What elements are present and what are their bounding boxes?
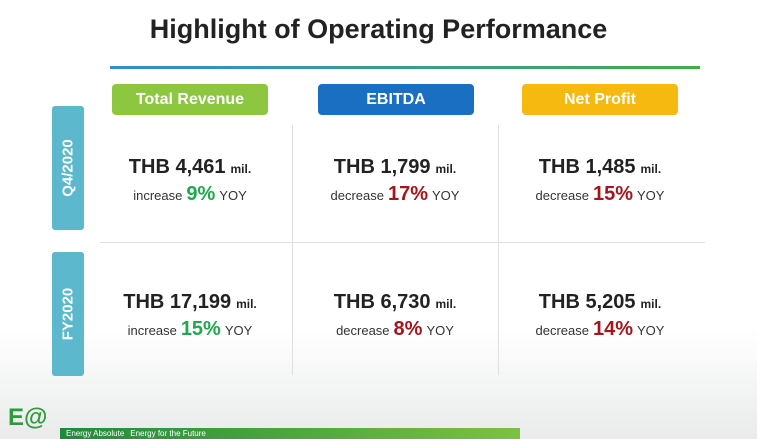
change-line: decrease 8% YOY bbox=[295, 318, 495, 341]
metric-cell: THB 5,205 mil. decrease 14% YOY bbox=[500, 291, 700, 341]
column-header: EBITDA bbox=[318, 84, 474, 115]
divider bbox=[498, 125, 499, 375]
period-label: FY2020 bbox=[59, 287, 77, 341]
suffix: YOY bbox=[637, 188, 665, 203]
unit: mil. bbox=[230, 162, 252, 176]
logo: E@ bbox=[8, 404, 48, 431]
divider bbox=[292, 125, 293, 375]
direction: increase bbox=[127, 323, 177, 338]
footer-bar: Energy Absolute Energy for the Future bbox=[60, 428, 520, 439]
unit: mil. bbox=[640, 297, 662, 311]
metric-cell: THB 4,461 mil. increase 9% YOY bbox=[90, 156, 290, 206]
period-tab: FY2020 bbox=[52, 252, 84, 376]
company: Energy Absolute bbox=[66, 429, 125, 438]
amount-line: THB 5,205 mil. bbox=[500, 291, 700, 314]
percent: 17% bbox=[387, 183, 429, 205]
change-line: decrease 15% YOY bbox=[500, 183, 700, 206]
amount-line: THB 17,199 mil. bbox=[90, 291, 290, 314]
direction: increase bbox=[133, 188, 183, 203]
change-line: increase 15% YOY bbox=[90, 318, 290, 341]
direction: decrease bbox=[535, 188, 589, 203]
amount: THB 1,799 bbox=[333, 156, 431, 178]
amount-line: THB 6,730 mil. bbox=[295, 291, 495, 314]
metric-cell: THB 1,799 mil. decrease 17% YOY bbox=[295, 156, 495, 206]
tagline: Energy for the Future bbox=[130, 429, 206, 438]
suffix: YOY bbox=[224, 323, 253, 338]
amount: THB 6,730 bbox=[333, 291, 431, 313]
metric-cell: THB 1,485 mil. decrease 15% YOY bbox=[500, 156, 700, 206]
amount-line: THB 1,799 mil. bbox=[295, 156, 495, 179]
metric-cell: THB 6,730 mil. decrease 8% YOY bbox=[295, 291, 495, 341]
unit: mil. bbox=[640, 162, 662, 176]
direction: decrease bbox=[336, 323, 390, 338]
amount: THB 4,461 bbox=[128, 156, 226, 178]
percent: 15% bbox=[180, 318, 221, 340]
change-line: increase 9% YOY bbox=[90, 183, 290, 206]
percent: 15% bbox=[592, 183, 634, 205]
period-label: Q4/2020 bbox=[59, 139, 77, 197]
amount: THB 17,199 bbox=[123, 291, 232, 313]
divider bbox=[100, 242, 705, 243]
column-header: Total Revenue bbox=[112, 84, 268, 115]
period-tab: Q4/2020 bbox=[52, 106, 84, 230]
metric-cell: THB 17,199 mil. increase 15% YOY bbox=[90, 291, 290, 341]
amount-line: THB 4,461 mil. bbox=[90, 156, 290, 179]
amount: THB 5,205 bbox=[538, 291, 636, 313]
percent: 8% bbox=[393, 318, 423, 340]
amount-line: THB 1,485 mil. bbox=[500, 156, 700, 179]
unit: mil. bbox=[435, 297, 457, 311]
suffix: YOY bbox=[432, 188, 460, 203]
unit: mil. bbox=[236, 297, 257, 311]
percent: 9% bbox=[186, 183, 216, 205]
unit: mil. bbox=[435, 162, 457, 176]
percent: 14% bbox=[592, 318, 634, 340]
suffix: YOY bbox=[426, 323, 454, 338]
suffix: YOY bbox=[219, 188, 247, 203]
change-line: decrease 17% YOY bbox=[295, 183, 495, 206]
title: Highlight of Operating Performance bbox=[149, 14, 608, 44]
direction: decrease bbox=[330, 188, 384, 203]
change-line: decrease 14% YOY bbox=[500, 318, 700, 341]
direction: decrease bbox=[535, 323, 589, 338]
title-rule bbox=[110, 66, 700, 69]
suffix: YOY bbox=[637, 323, 665, 338]
column-header: Net Profit bbox=[522, 84, 678, 115]
amount: THB 1,485 bbox=[538, 156, 636, 178]
